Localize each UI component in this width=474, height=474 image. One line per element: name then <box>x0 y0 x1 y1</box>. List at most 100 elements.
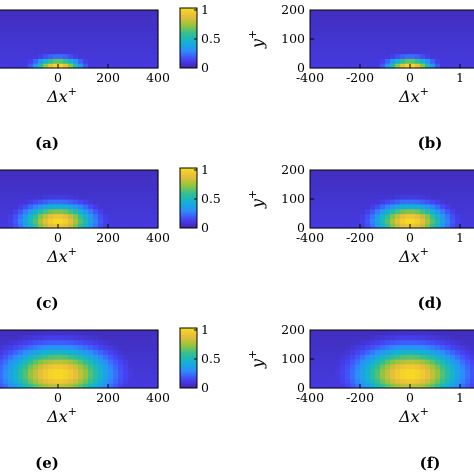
heatmap-cell <box>385 63 391 69</box>
heatmap-cell <box>470 330 474 336</box>
heatmap-cell <box>93 24 99 30</box>
heatmap-cell <box>103 199 109 205</box>
heatmap-cell <box>445 330 451 336</box>
heatmap-cell <box>410 179 416 186</box>
heatmap-cell <box>3 24 9 30</box>
heatmap-cell <box>355 58 361 64</box>
heatmap-cell <box>98 189 104 195</box>
heatmap-cell <box>148 199 154 205</box>
heatmap-cell <box>400 170 406 176</box>
heatmap-cell <box>420 344 426 350</box>
heatmap-cell <box>385 339 391 346</box>
heatmap-cell <box>455 354 461 360</box>
heatmap-cell <box>310 189 316 195</box>
heatmap-cell <box>103 378 109 384</box>
heatmap-cell <box>3 29 9 35</box>
heatmap-cell <box>68 174 74 181</box>
heatmap-cell <box>153 339 159 346</box>
heatmap-cell <box>98 359 104 365</box>
heatmap-cell <box>385 349 391 355</box>
heatmap-cell <box>3 208 9 215</box>
heatmap-cell <box>435 349 441 355</box>
heatmap-cell <box>320 330 326 336</box>
heatmap-cell <box>53 179 59 186</box>
heatmap-cell <box>460 184 466 190</box>
heatmap-cell <box>400 218 406 224</box>
heatmap-cell <box>425 199 431 205</box>
heatmap-cell <box>330 378 336 384</box>
heatmap-cell <box>370 199 376 205</box>
heatmap-cell <box>465 339 471 346</box>
heatmap-cell <box>38 330 44 336</box>
heatmap-cell <box>63 39 69 45</box>
x-tick-label: -400 <box>296 70 324 85</box>
heatmap-cell <box>143 39 149 45</box>
heatmap-cell <box>385 378 391 384</box>
heatmap-cell <box>370 63 376 69</box>
heatmap-cell <box>310 199 316 205</box>
heatmap-cell <box>63 184 69 190</box>
heatmap-cell <box>415 10 421 16</box>
heatmap-cell <box>48 53 54 59</box>
heatmap-cell <box>63 179 69 186</box>
heatmap-cell <box>0 349 4 355</box>
heatmap-cell <box>405 354 411 360</box>
heatmap-cell <box>8 39 14 45</box>
heatmap-cell <box>73 359 79 365</box>
heatmap-cell <box>320 223 326 229</box>
heatmap-cell <box>38 29 44 35</box>
heatmap-cell <box>58 14 64 21</box>
heatmap-cell <box>8 199 14 205</box>
heatmap-cell <box>53 330 59 336</box>
heatmap-cell <box>93 334 99 341</box>
heatmap-cell <box>138 170 144 176</box>
heatmap-cell <box>440 58 446 64</box>
heatmap-cell <box>3 368 9 375</box>
heatmap-cell <box>440 189 446 195</box>
heatmap-cell <box>405 170 411 176</box>
heatmap-cell <box>68 339 74 346</box>
heatmap-cell <box>385 330 391 336</box>
heatmap-cell <box>425 349 431 355</box>
heatmap-cell <box>13 223 19 229</box>
heatmap-cell <box>365 58 371 64</box>
heatmap-cell <box>335 34 341 40</box>
heatmap-cell <box>38 203 44 210</box>
heatmap-cell <box>43 344 49 350</box>
heatmap-cell <box>425 359 431 365</box>
heatmap-cell <box>420 194 426 200</box>
heatmap-cell <box>340 189 346 195</box>
heatmap-cell <box>43 170 49 176</box>
heatmap-cell <box>390 10 396 16</box>
heatmap-cell <box>395 373 401 379</box>
heatmap-cell <box>450 170 456 176</box>
heatmap-cell <box>78 14 84 21</box>
heatmap-cell <box>93 58 99 64</box>
heatmap-cell <box>143 378 149 384</box>
heatmap-cell <box>390 349 396 355</box>
heatmap-cell <box>3 48 9 55</box>
heatmap-cell <box>63 359 69 365</box>
heatmap-cell <box>53 10 59 16</box>
heatmap-cell <box>440 14 446 21</box>
heatmap-cell <box>98 208 104 215</box>
heatmap-cell <box>23 363 29 370</box>
heatmap-cell <box>43 10 49 16</box>
heatmap-cell <box>143 189 149 195</box>
heatmap-cell <box>143 170 149 176</box>
heatmap-cell <box>18 339 24 346</box>
heatmap-cell <box>148 63 154 69</box>
heatmap-cell <box>390 218 396 224</box>
heatmap-cell <box>380 363 386 370</box>
heatmap-cell <box>410 218 416 224</box>
heatmap-cell <box>425 354 431 360</box>
heatmap-cell <box>445 53 451 59</box>
heatmap-cell <box>310 334 316 341</box>
heatmap-cell <box>400 14 406 21</box>
heatmap-cell <box>3 339 9 346</box>
heatmap-cell <box>315 170 321 176</box>
heatmap-cell <box>345 354 351 360</box>
heatmap-cell <box>148 189 154 195</box>
heatmap-cell <box>375 10 381 16</box>
heatmap-cell <box>350 203 356 210</box>
